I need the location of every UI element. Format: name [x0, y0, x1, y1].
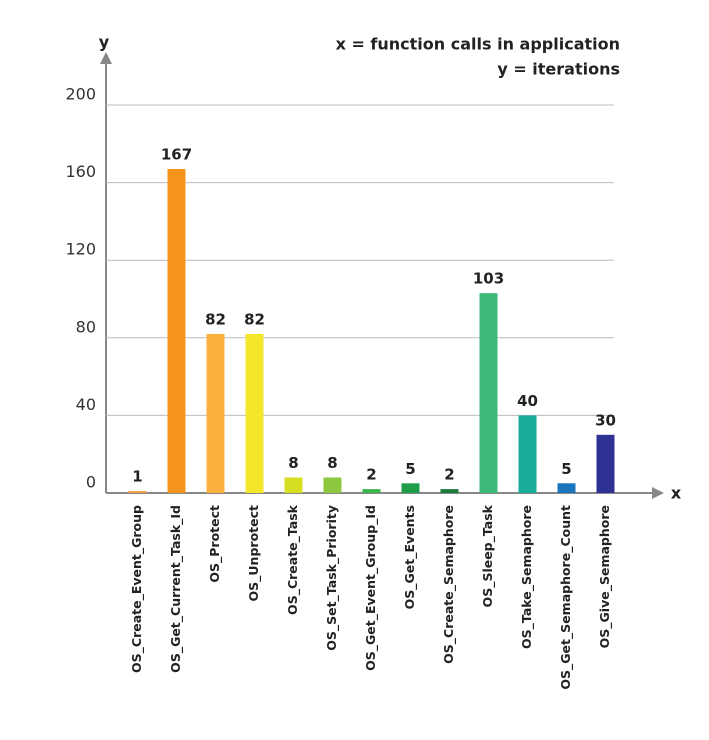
x-arrow	[652, 487, 664, 499]
x-tick-label: OS_Get_Current_Task_Id	[168, 505, 184, 673]
bar	[206, 333, 225, 493]
bar	[401, 483, 420, 493]
bar	[518, 415, 537, 493]
x-tick-label: OS_Set_Task_Priority	[324, 505, 340, 651]
annotation: x = function calls in application	[336, 35, 620, 54]
value-label: 2	[444, 466, 454, 484]
bar	[557, 483, 576, 493]
bar	[284, 477, 303, 493]
annotation: y = iterations	[497, 60, 620, 79]
value-label: 82	[244, 310, 265, 328]
bar	[167, 169, 186, 493]
value-label: 2	[366, 466, 376, 484]
value-label: 103	[473, 270, 504, 288]
x-tick-label: OS_Get_Event_Group_Id	[363, 505, 379, 671]
value-label: 8	[327, 454, 337, 472]
value-label: 5	[405, 460, 415, 478]
y-tick-label: 0	[86, 473, 96, 492]
value-label: 30	[595, 411, 616, 429]
x-tick-label: OS_Create_Event_Group	[129, 505, 145, 673]
bar	[440, 489, 459, 493]
value-label: 8	[288, 454, 298, 472]
y-axis-label: y	[99, 33, 110, 52]
x-tick-label: OS_Unprotect	[246, 505, 262, 601]
x-tick-label: OS_Protect	[207, 505, 223, 583]
x-tick-label: OS_Sleep_Task	[480, 504, 496, 607]
y-tick-label: 160	[65, 162, 96, 181]
y-tick-label: 40	[76, 395, 96, 414]
bar	[596, 434, 615, 493]
value-label: 82	[205, 310, 226, 328]
value-label: 1	[132, 468, 142, 486]
x-axis-label: x	[671, 484, 682, 503]
bar	[245, 333, 264, 493]
y-tick-label: 120	[65, 240, 96, 259]
bar	[323, 477, 342, 493]
bar	[362, 489, 381, 493]
y-tick-label: 200	[65, 85, 96, 104]
value-label: 5	[561, 460, 571, 478]
x-tick-label: OS_Get_Events	[402, 505, 418, 609]
x-tick-label: OS_Create_Task	[285, 504, 301, 615]
x-tick-label: OS_Give_Semaphore	[597, 505, 613, 648]
y-arrow	[100, 52, 112, 64]
x-tick-label: OS_Get_Semaphore_Count	[558, 505, 574, 690]
x-tick-label: OS_Create_Semaphore	[441, 505, 457, 664]
value-label: 167	[161, 146, 192, 164]
x-tick-label: OS_Take_Semaphore	[519, 505, 535, 649]
y-tick-label: 80	[76, 317, 96, 336]
plot: 0 40 80 120 160 200 OS_Create_Event_Group 1 OS_G…	[65, 85, 615, 690]
value-label: 40	[517, 392, 538, 410]
bar	[479, 293, 498, 493]
bar	[128, 491, 147, 493]
